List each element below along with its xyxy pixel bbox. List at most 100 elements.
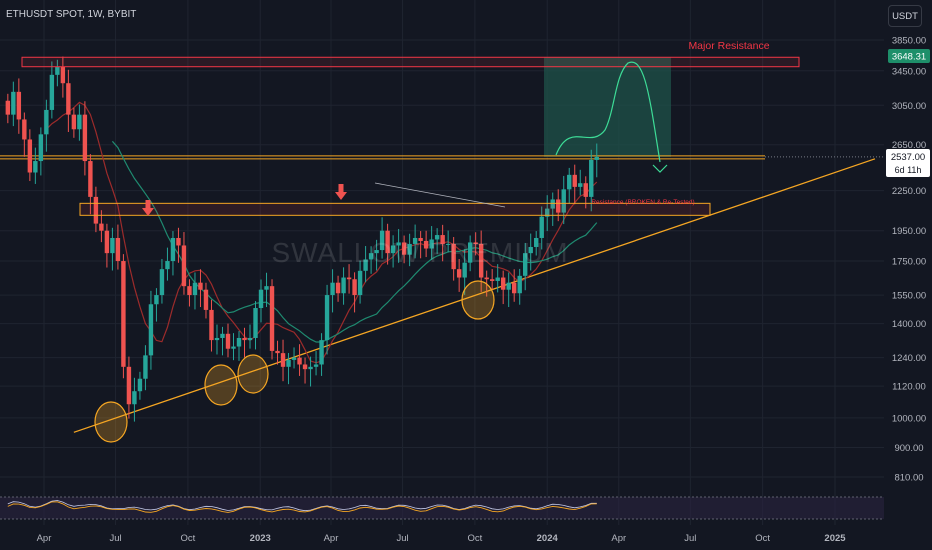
y-axis[interactable]: 3850.00 3450.00 3050.00 2650.00 2250.00 1950.… [892, 36, 926, 484]
y-tick-label: 3850.00 [892, 36, 926, 47]
candle-body [115, 237, 121, 262]
top-price-tag-bg [888, 49, 930, 63]
projected-path [555, 61, 661, 163]
candle-body [209, 309, 214, 341]
countdown-tag: 6d 11h [895, 165, 922, 175]
candle-body [484, 277, 489, 280]
grid [0, 0, 884, 525]
annotations [94, 61, 668, 443]
candle-body [132, 391, 137, 405]
y-tick-label: 2650.00 [892, 140, 926, 151]
candle-body [456, 269, 462, 278]
x-tick-label: 2025 [824, 533, 846, 544]
candle-body [225, 333, 231, 349]
candle-body [137, 378, 143, 392]
candle-body [264, 286, 269, 290]
candle-body [319, 340, 324, 365]
candle-body [55, 66, 60, 75]
candle-body [451, 243, 456, 270]
candle-body [280, 353, 286, 367]
candle-body [572, 174, 577, 187]
candle-body [247, 337, 253, 341]
currency-button[interactable]: USDT [888, 5, 922, 27]
candle-body [148, 304, 154, 356]
x-tick-label: Oct [755, 533, 770, 544]
watermark: SWALLOW PREMIUM [271, 237, 568, 268]
candle-body [324, 295, 330, 341]
y-tick-label: 1120.00 [892, 382, 926, 393]
candle-body [38, 134, 44, 162]
candle-body [220, 333, 225, 338]
candle-body [242, 337, 247, 341]
candle-body [253, 308, 258, 338]
candle-body [60, 66, 66, 84]
candle-body [16, 91, 22, 120]
candle-body [368, 253, 374, 260]
x-tick-label: Jul [684, 533, 696, 544]
resistance-note-label: Resistance (BROKEN & Re-Tested) [591, 199, 694, 206]
candle-body [297, 357, 302, 365]
candle-body [346, 277, 352, 280]
candle-body [589, 159, 594, 197]
candle-body [429, 239, 434, 249]
candle-body [104, 230, 110, 254]
down-arrow-shaft [338, 184, 344, 192]
candle-body [5, 100, 11, 115]
candle-body [291, 357, 297, 360]
symbol-header[interactable]: ETHUSDT SPOT, 1W, BYBIT [6, 9, 137, 20]
candle-body [511, 282, 517, 294]
candle-body [269, 286, 275, 351]
candle-body [176, 237, 181, 246]
y-tick-label: 1550.00 [892, 291, 926, 302]
candle-body [308, 366, 313, 370]
candle-body [181, 245, 187, 287]
candle-body [418, 237, 423, 241]
candle-body [374, 250, 379, 254]
y-tick-label: 3050.00 [892, 101, 926, 112]
candle-body [313, 364, 319, 367]
candle-body [539, 216, 544, 238]
y-tick-label: 1000.00 [892, 413, 926, 424]
candle-body [93, 196, 99, 224]
candle-body [165, 261, 170, 270]
candle-body [159, 269, 165, 296]
x-axis[interactable]: Apr Jul Oct 2023 Apr Jul Oct 2024 Apr Jul Oct 2025 [37, 533, 847, 544]
major-resistance-label: Major Resistance [688, 40, 769, 52]
candle-body [341, 277, 346, 294]
x-tick-label: Apr [611, 533, 626, 544]
candle-body [363, 259, 368, 271]
y-tick-label: 3450.00 [892, 66, 926, 77]
x-tick-label: 2024 [537, 533, 559, 544]
x-tick-label: Apr [37, 533, 52, 544]
support-touch-circle [461, 280, 495, 320]
candle-body [523, 253, 528, 276]
candle-body [77, 114, 82, 130]
sma-green-line [111, 140, 598, 343]
candle-body [545, 208, 550, 217]
candle-body [258, 289, 264, 309]
candle-body [126, 366, 132, 405]
candle-body [66, 83, 71, 115]
candle-body [467, 242, 473, 263]
candle-body [390, 245, 396, 254]
candle-body [578, 183, 583, 187]
price-tags: 3648.31 2537.00 6d 11h [886, 49, 930, 177]
candle-body [561, 189, 566, 213]
candle-body [506, 282, 511, 290]
candle-body [170, 237, 176, 262]
y-tick-label: 2250.00 [892, 186, 926, 197]
candle-body [412, 237, 418, 244]
candle-body [396, 242, 401, 246]
candle-body [489, 279, 495, 281]
candle-body [214, 337, 220, 341]
candle-body [379, 230, 385, 251]
candle-body [594, 156, 599, 160]
projection-arrow-head [652, 164, 668, 173]
down-arrow-head [335, 192, 347, 200]
resistance-zones [21, 56, 800, 216]
last-price-tag: 2537.00 [891, 152, 925, 163]
candle-body [82, 114, 88, 162]
candle-body [434, 235, 440, 240]
candle-body [198, 282, 203, 290]
